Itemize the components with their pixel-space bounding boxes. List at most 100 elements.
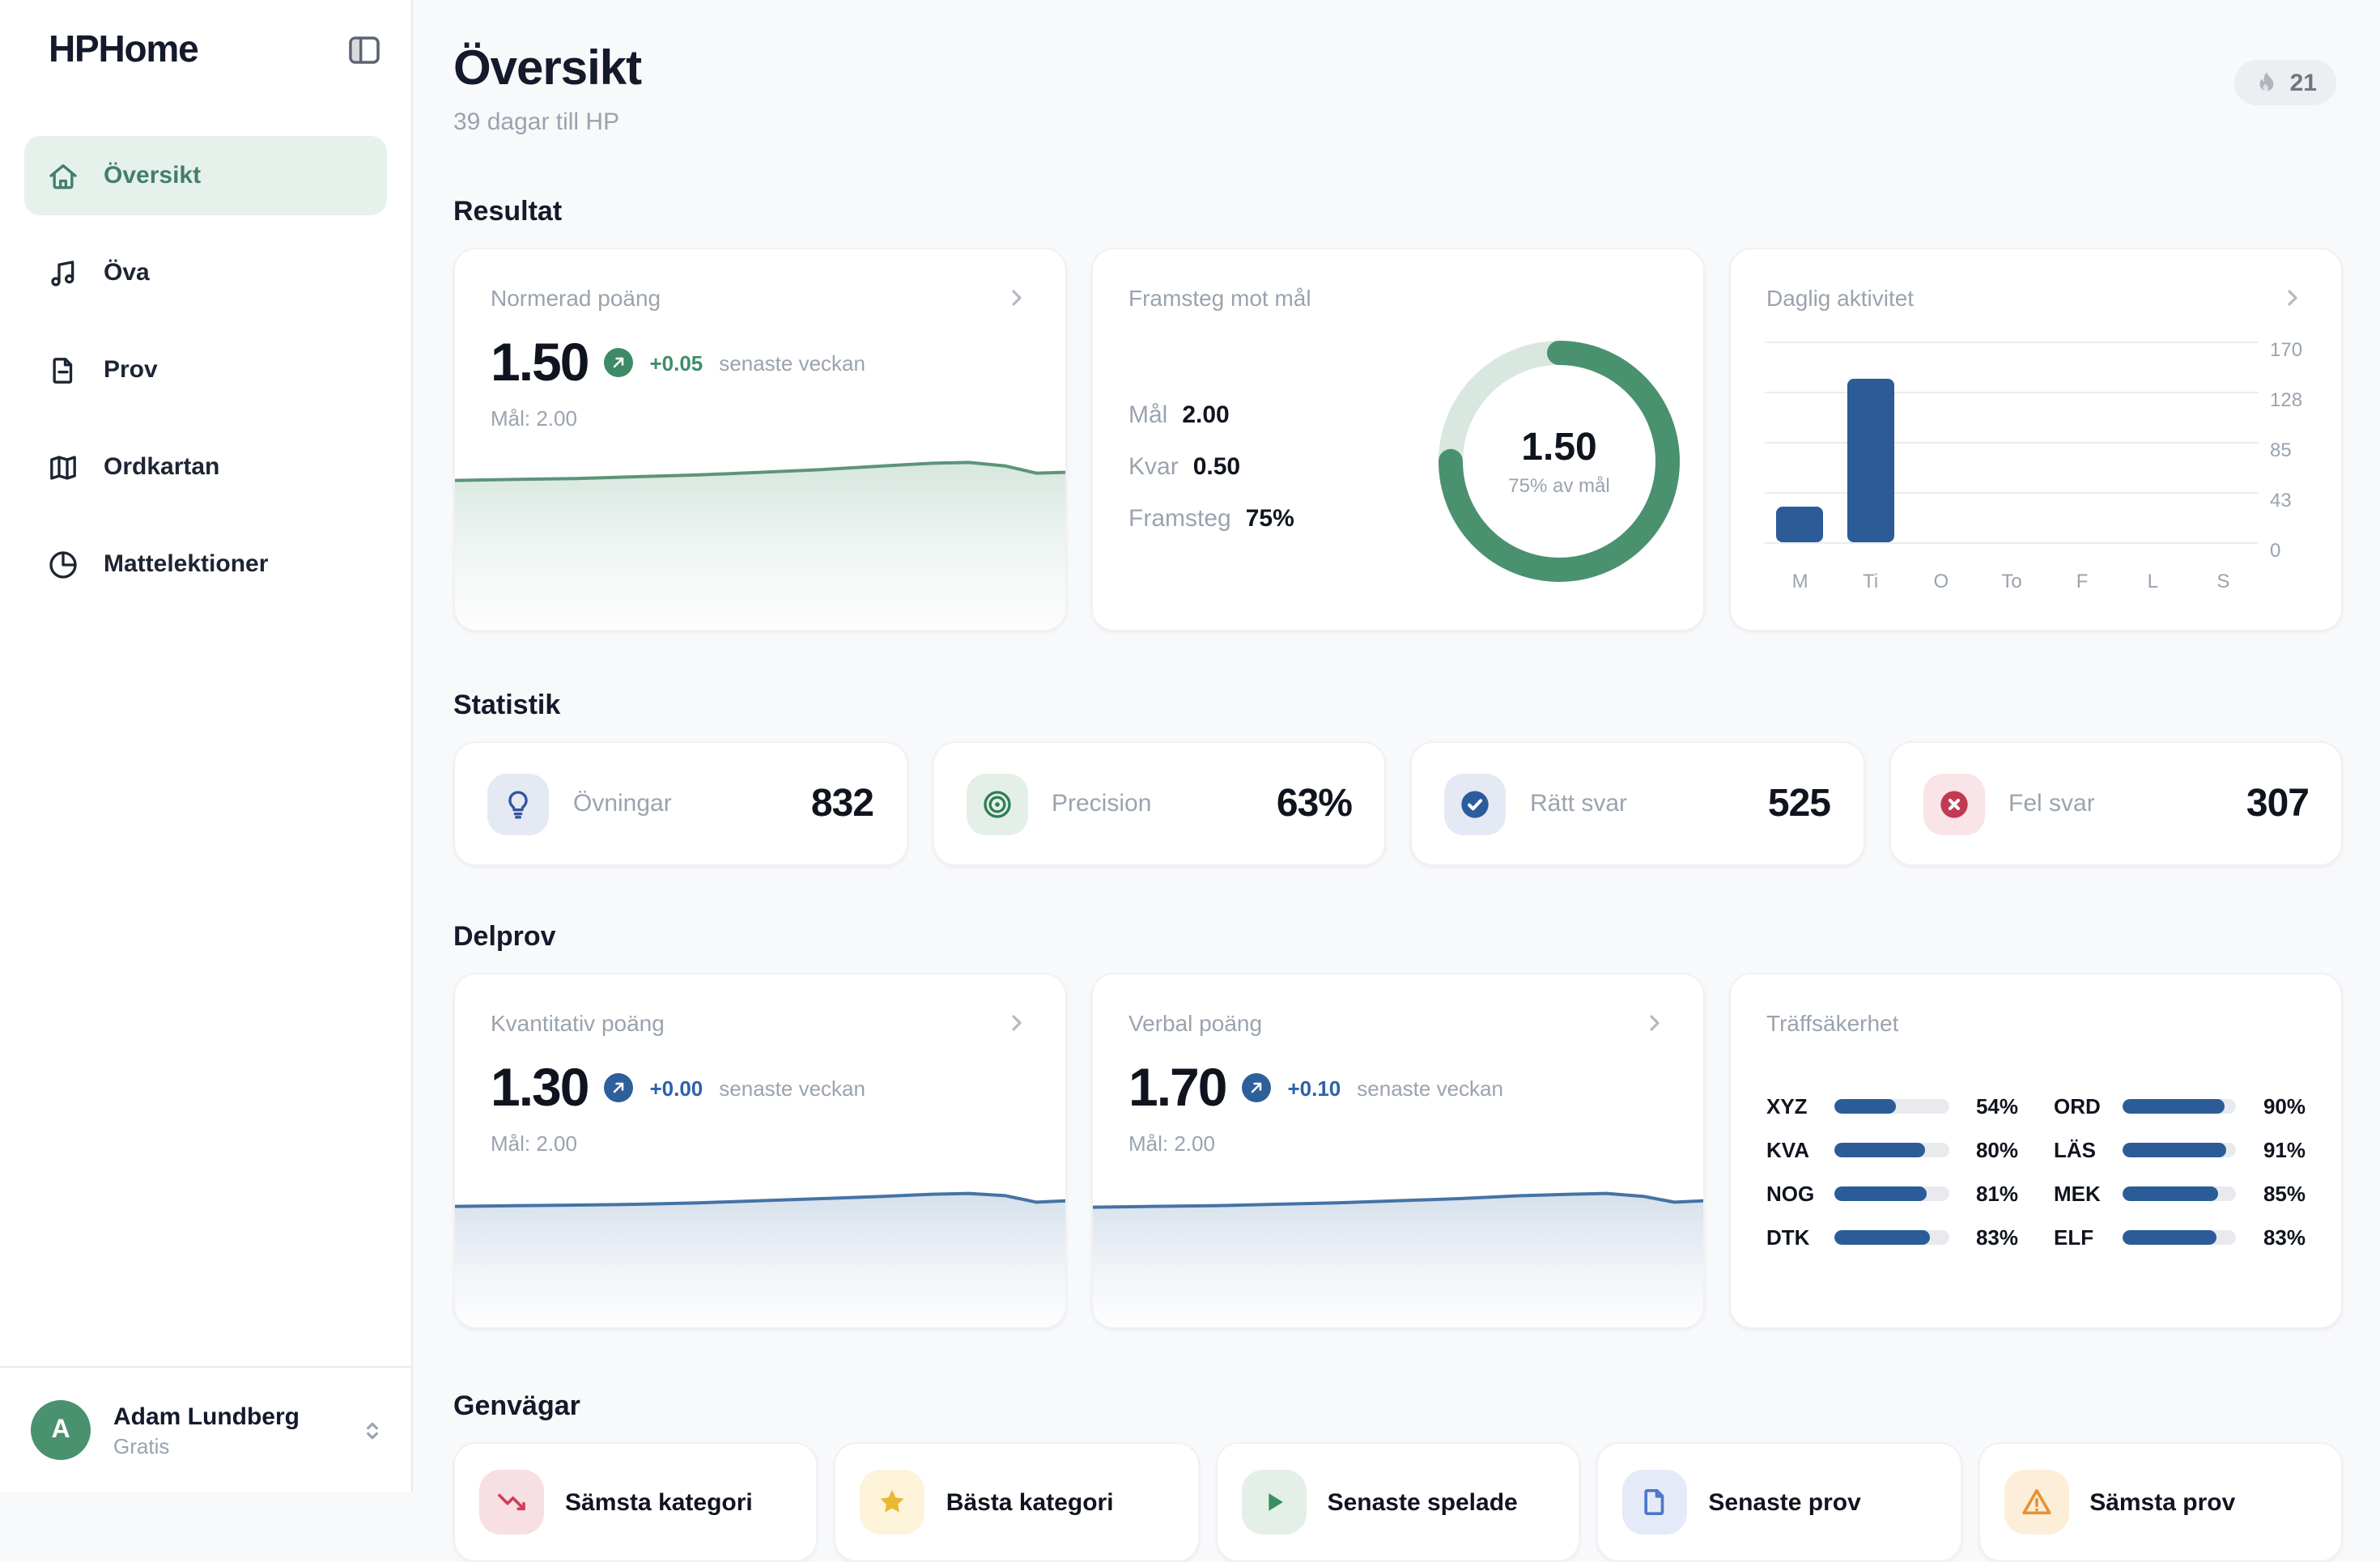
shortcut-samsta-prov[interactable]: Sämsta prov (1978, 1442, 2343, 1562)
stat-label: Övningar (573, 790, 672, 817)
stat-value: 0.50 (1192, 453, 1241, 481)
accuracy-value: 80% (1975, 1138, 2018, 1162)
chevron-right-icon[interactable] (2280, 285, 2306, 311)
card-normerad-poang[interactable]: Normerad poäng 1.50 +0.05 senaste veckan… (453, 248, 1067, 631)
pie-chart-icon (47, 548, 79, 580)
stat-label: Mål (1128, 401, 1168, 429)
accuracy-row: XYZ 54% (1766, 1094, 2018, 1118)
sidebar-item-ova[interactable]: Öva (24, 233, 387, 312)
shortcut-label: Sämsta kategori (565, 1488, 753, 1516)
resultat-row: Normerad poäng 1.50 +0.05 senaste veckan… (453, 248, 2343, 631)
alert-icon (2004, 1470, 2069, 1534)
shortcut-basta-kategori[interactable]: Bästa kategori (834, 1442, 1200, 1562)
score-delta-suffix: senaste veckan (719, 1076, 865, 1100)
accuracy-bar-fill (2122, 1230, 2216, 1245)
shortcut-senaste-spelade[interactable]: Senaste spelade (1215, 1442, 1581, 1562)
activity-bar (1776, 507, 1824, 542)
x-axis-tick-label: L (2147, 570, 2158, 592)
section-heading-genvagar: Genvägar (453, 1390, 580, 1421)
star-icon (860, 1470, 925, 1534)
y-axis-tick-label: 170 (2270, 338, 2303, 362)
accuracy-bar-fill (1834, 1099, 1897, 1114)
y-axis-tick-label: 43 (2270, 489, 2292, 512)
accuracy-bar-track (2122, 1143, 2236, 1157)
sidebar-item-label: Mattelektioner (104, 550, 269, 578)
accuracy-row: LÄS 91% (2054, 1138, 2306, 1162)
panel-left-icon (345, 30, 384, 69)
gridline (1765, 492, 2259, 494)
accuracy-row: MEK 85% (2054, 1182, 2306, 1206)
stat-value: 832 (810, 781, 874, 825)
score-goal: Mål: 2.00 (491, 1131, 577, 1156)
accuracy-bar-track (1834, 1143, 1949, 1157)
accuracy-bar-track (2122, 1186, 2236, 1201)
accuracy-value: 83% (1975, 1225, 2018, 1250)
chevron-right-icon[interactable] (1004, 1010, 1030, 1036)
accuracy-row: ELF 83% (2054, 1225, 2306, 1250)
trend-up-icon (604, 1073, 634, 1102)
card-verbal-poang[interactable]: Verbal poäng 1.70 +0.10 senaste veckan M… (1091, 973, 1705, 1329)
user-meta: Adam Lundberg Gratis (113, 1403, 337, 1458)
x-axis-tick-label: Ti (1863, 570, 1879, 592)
sidebar-nav: Översikt Öva Prov (0, 136, 411, 604)
lightbulb-icon (487, 773, 549, 834)
score-delta-suffix: senaste veckan (719, 350, 865, 375)
trend-up-icon (1242, 1073, 1272, 1102)
gridline (1765, 542, 2259, 544)
sidebar-item-oversikt[interactable]: Översikt (24, 136, 387, 215)
x-axis-tick-label: M (1791, 570, 1808, 592)
x-axis-tick-label: F (2076, 570, 2089, 592)
shortcut-label: Senaste spelade (1327, 1488, 1518, 1516)
x-circle-icon (1923, 773, 1984, 834)
sidebar-item-prov[interactable]: Prov (24, 330, 387, 410)
chevron-right-icon[interactable] (1004, 285, 1030, 311)
sidebar-item-mattelektioner[interactable]: Mattelektioner (24, 524, 387, 604)
sidebar-item-label: Ordkartan (104, 453, 220, 481)
accuracy-column-left: XYZ 54% KVA 80% NOG 81% DTK 83% (1766, 1094, 2018, 1250)
accuracy-row: DTK 83% (1766, 1225, 2018, 1250)
stat-label: Kvar (1128, 453, 1179, 481)
genvagar-row: Sämsta kategori Bästa kategori Senaste s… (453, 1442, 2343, 1562)
progress-stats: Mål 2.00 Kvar 0.50 Framsteg 75% (1128, 401, 1668, 533)
user-plan: Gratis (113, 1433, 170, 1458)
accuracy-value: 54% (1975, 1094, 2018, 1118)
gridline (1765, 442, 2259, 444)
shortcut-samsta-kategori[interactable]: Sämsta kategori (453, 1442, 818, 1562)
accuracy-label: KVA (1766, 1138, 1809, 1162)
shortcut-label: Sämsta prov (2089, 1488, 2236, 1516)
activity-bar (1847, 379, 1894, 542)
stat-card-ovningar: Övningar 832 (453, 741, 907, 866)
stat-value: 307 (2246, 781, 2310, 825)
card-title: Verbal poäng (1128, 1010, 1263, 1036)
donut-caption: 75% av mål (1508, 474, 1610, 497)
sidebar-item-ordkartan[interactable]: Ordkartan (24, 427, 387, 507)
accuracy-label: ELF (2054, 1225, 2094, 1250)
daily-activity-bar-chart: 170 128 85 43 0 M Ti O To F L S (1731, 249, 2341, 630)
accuracy-column-right: ORD 90% LÄS 91% MEK 85% ELF 83% (2054, 1094, 2306, 1250)
accuracy-label: NOG (1766, 1182, 1815, 1206)
x-axis-tick-label: O (1933, 570, 1949, 592)
trending-down-icon (479, 1470, 544, 1534)
chevron-right-icon[interactable] (1642, 1010, 1668, 1036)
shortcut-senaste-prov[interactable]: Senaste prov (1596, 1442, 1962, 1562)
stat-card-ratt-svar: Rätt svar 525 (1410, 741, 1864, 866)
user-menu[interactable]: A Adam Lundberg Gratis (0, 1366, 411, 1492)
score-delta: +0.10 (1287, 1076, 1341, 1100)
stat-label: Fel svar (2008, 790, 2095, 817)
accuracy-label: LÄS (2054, 1138, 2096, 1162)
stat-label: Precision (1052, 790, 1152, 817)
accuracy-bar-track (1834, 1099, 1949, 1114)
accuracy-value: 83% (2263, 1225, 2306, 1250)
accuracy-row: NOG 81% (1766, 1182, 2018, 1206)
card-kvantitativ-poang[interactable]: Kvantitativ poäng 1.30 +0.00 senaste vec… (453, 973, 1067, 1329)
card-framsteg-mot-mal: Framsteg mot mål Mål 2.00 Kvar 0.50 Fram… (1091, 248, 1705, 631)
card-daglig-aktivitet[interactable]: Daglig aktivitet 170 128 85 43 0 M Ti O To F L S (1729, 248, 2343, 631)
stat-label: Framsteg (1128, 505, 1231, 533)
accuracy-bar-fill (2122, 1099, 2225, 1114)
progress-stat-row: Kvar 0.50 (1128, 453, 1668, 481)
sidebar-toggle-button[interactable] (345, 30, 384, 69)
main-content: Översikt 39 dagar till HP 21 Resultat No… (413, 0, 2380, 1562)
streak-badge: 21 (2234, 60, 2336, 105)
section-heading-delprov: Delprov (453, 921, 556, 952)
y-axis-tick-label: 128 (2270, 388, 2303, 412)
